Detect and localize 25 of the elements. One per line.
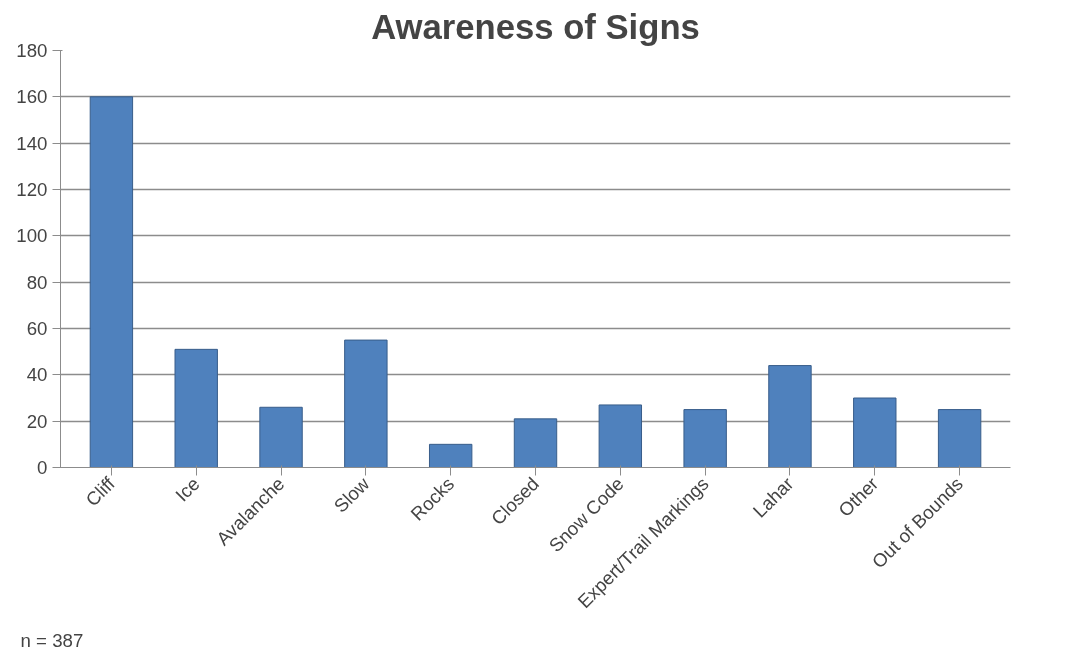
- y-tick-label: 80: [26, 271, 48, 293]
- y-tick-label: 60: [26, 318, 48, 339]
- y-tick-label: 140: [16, 132, 48, 154]
- y-tick-label: 120: [16, 179, 48, 200]
- y-tick-label: 100: [16, 225, 48, 247]
- bar: [259, 406, 303, 468]
- bar: [174, 348, 218, 468]
- bar: [598, 404, 643, 468]
- bar: [428, 443, 473, 468]
- x-tick-label: Ice: [171, 473, 204, 506]
- text: n = 387: [20, 629, 84, 651]
- bar: [683, 409, 727, 468]
- y-tick-label: 180: [16, 40, 48, 61]
- chart-title: Awareness of Signs: [371, 7, 700, 46]
- bar: [513, 418, 558, 468]
- bar: [344, 339, 388, 468]
- bar: [853, 397, 897, 468]
- y-tick-label: 160: [16, 86, 48, 108]
- y-tick-label: 20: [26, 410, 48, 432]
- bar: [937, 409, 982, 468]
- y-tick-label: 40: [26, 364, 48, 386]
- y-tick-label: 0: [37, 457, 48, 478]
- bar: [768, 365, 812, 468]
- x-tick-label: Cliff: [81, 472, 120, 511]
- bar: [89, 96, 134, 468]
